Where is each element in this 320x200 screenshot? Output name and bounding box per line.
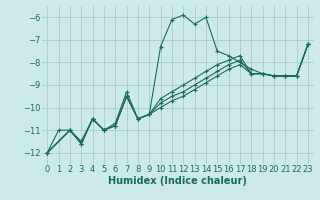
- X-axis label: Humidex (Indice chaleur): Humidex (Indice chaleur): [108, 176, 247, 186]
